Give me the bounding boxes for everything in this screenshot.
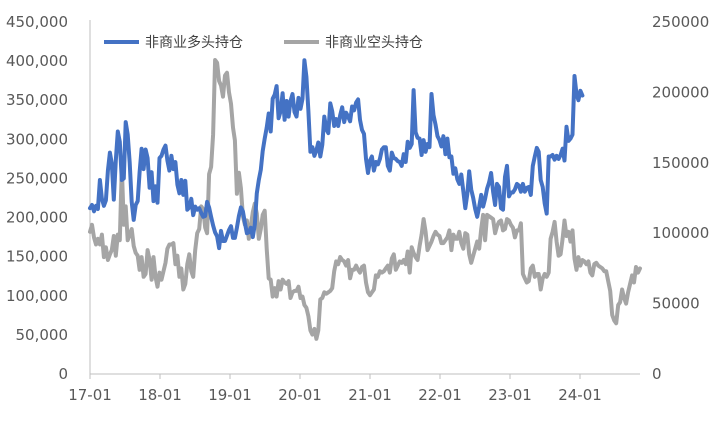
series-line-long bbox=[88, 58, 585, 251]
right-tick-label: 50000 bbox=[652, 295, 700, 313]
left-tick-label: 100,000 bbox=[6, 287, 68, 305]
left-tick-label: 250,000 bbox=[6, 169, 68, 187]
legend-label-short: 非商业空头持仓 bbox=[325, 35, 423, 51]
x-tick-label: 22-01 bbox=[418, 386, 462, 404]
x-tick-label: 19-01 bbox=[208, 386, 252, 404]
x-tick-label: 23-01 bbox=[488, 386, 532, 404]
left-tick-label: 150,000 bbox=[6, 248, 68, 266]
x-tick-label: 24-01 bbox=[558, 386, 602, 404]
legend-label-long: 非商业多头持仓 bbox=[145, 34, 243, 51]
left-tick-label: 400,000 bbox=[6, 52, 68, 70]
left-axis: 0 50,000 100,000 150,000 200,000 250,000 300,0… bbox=[6, 13, 68, 383]
x-tick-label: 17-01 bbox=[68, 386, 112, 404]
right-tick-label: 150000 bbox=[652, 154, 709, 172]
left-tick-label: 350,000 bbox=[6, 91, 68, 109]
x-tick-label: 18-01 bbox=[138, 386, 182, 404]
left-tick-label: 0 bbox=[58, 365, 68, 383]
series-line-short bbox=[88, 58, 642, 341]
x-tick-label: 21-01 bbox=[348, 386, 392, 404]
right-tick-label: 200000 bbox=[652, 83, 709, 101]
x-tick-label: 20-01 bbox=[278, 386, 322, 404]
right-tick-label: 250000 bbox=[652, 13, 709, 31]
right-axis: 0 50000 100000 150000 200000 250000 bbox=[652, 13, 709, 383]
left-tick-label: 50,000 bbox=[16, 326, 69, 344]
legend: 非商业多头持仓 非商业空头持仓 bbox=[104, 34, 423, 51]
right-tick-label: 100000 bbox=[652, 224, 709, 242]
left-tick-label: 450,000 bbox=[6, 13, 68, 31]
plot-area bbox=[88, 58, 642, 341]
x-axis: 17-01 18-01 19-01 20-01 21-01 22-01 23-01 24-01 bbox=[68, 20, 640, 404]
right-tick-label: 0 bbox=[652, 365, 662, 383]
left-tick-label: 200,000 bbox=[6, 209, 68, 227]
left-tick-label: 300,000 bbox=[6, 130, 68, 148]
